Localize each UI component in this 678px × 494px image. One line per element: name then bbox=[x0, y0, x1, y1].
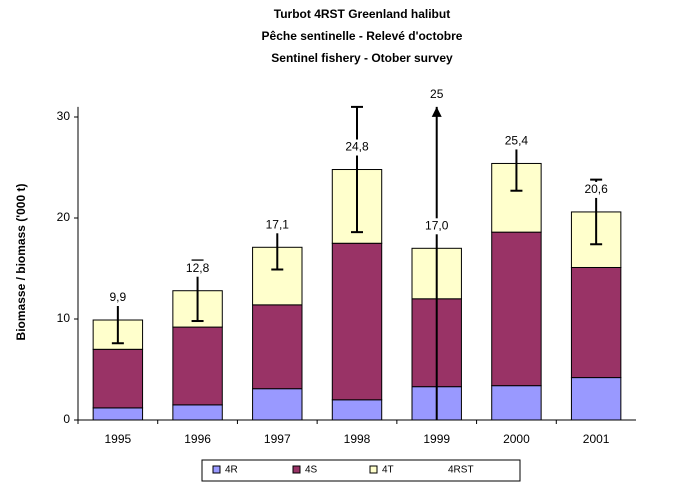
error-bar bbox=[431, 106, 442, 420]
bar-segment bbox=[491, 385, 542, 421]
x-tick-label: 1998 bbox=[344, 432, 371, 446]
legend-box bbox=[201, 459, 521, 482]
value-label: 12,8 bbox=[186, 261, 210, 275]
error-bar bbox=[351, 105, 363, 234]
chart-title: Turbot 4RST Greenland halibut bbox=[274, 7, 450, 21]
x-tick-label: 1997 bbox=[264, 432, 291, 446]
x-tick-label: 2000 bbox=[503, 432, 530, 446]
label-background bbox=[101, 290, 134, 307]
y-axis-label: Biomasse / biomass ('000 t) bbox=[14, 184, 28, 341]
value-label: 25,4 bbox=[505, 134, 529, 148]
x-tick-label: 1999 bbox=[423, 432, 450, 446]
legend-label: 4T bbox=[382, 465, 394, 476]
x-tick-label: 1996 bbox=[184, 432, 211, 446]
chart-title: Sentinel fishery - Otober survey bbox=[271, 51, 453, 65]
label-background bbox=[341, 139, 373, 156]
bar-segment bbox=[92, 348, 144, 409]
bar-segment bbox=[92, 407, 144, 421]
legend-label: 4RST bbox=[448, 465, 474, 476]
bar-segment bbox=[252, 388, 303, 421]
label-background bbox=[500, 133, 533, 150]
bar-segment bbox=[331, 242, 383, 401]
bar-segment bbox=[172, 404, 223, 421]
x-tick-label: 1995 bbox=[105, 432, 132, 446]
bar-segment bbox=[570, 377, 622, 421]
y-tick-label: 10 bbox=[57, 311, 71, 325]
value-label: 17,0 bbox=[425, 218, 449, 232]
label-background bbox=[420, 218, 453, 235]
bar-segment bbox=[172, 326, 223, 406]
error-label: 25 bbox=[430, 87, 444, 101]
chart-title: Pêche sentinelle - Relevé d'octobre bbox=[262, 29, 463, 43]
legend-label: 4S bbox=[305, 465, 318, 476]
bar-segment bbox=[252, 304, 303, 390]
value-label: 20,6 bbox=[584, 182, 608, 196]
legend-swatch bbox=[369, 465, 378, 474]
error-bar-part bbox=[431, 106, 442, 117]
x-tick-label: 2001 bbox=[583, 432, 610, 446]
value-label: 9,9 bbox=[110, 290, 127, 304]
y-tick-label: 20 bbox=[57, 210, 71, 224]
y-tick-label: 0 bbox=[63, 412, 70, 426]
label-background bbox=[261, 217, 294, 234]
y-tick-label: 30 bbox=[57, 109, 71, 123]
bar-segment bbox=[570, 266, 622, 379]
legend-label: 4R bbox=[225, 465, 238, 476]
bar-segment bbox=[491, 231, 542, 387]
legend-swatch bbox=[292, 465, 301, 474]
legend-swatch bbox=[212, 465, 221, 474]
bar-segment bbox=[331, 399, 383, 421]
value-label: 17,1 bbox=[266, 217, 290, 231]
label-background bbox=[580, 181, 613, 198]
label-background bbox=[181, 260, 214, 277]
value-label: 24,8 bbox=[345, 140, 369, 154]
